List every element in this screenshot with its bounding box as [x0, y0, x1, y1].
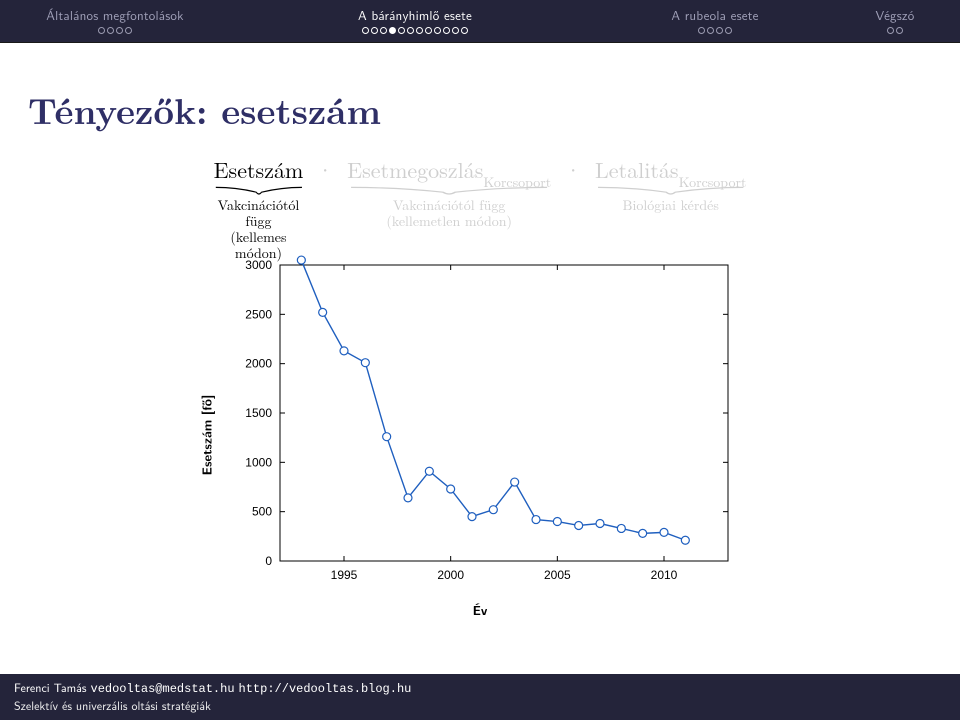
svg-text:1000: 1000 — [245, 456, 272, 470]
nav-section[interactable]: Végszó — [830, 4, 960, 40]
footer-url: http://vedooltas.blog.hu — [239, 682, 412, 696]
nav-dot[interactable] — [887, 27, 894, 34]
nav-header: Általános megfontolásokA bárányhimlő ese… — [0, 0, 960, 42]
nav-dots — [600, 27, 830, 34]
formula-term-esetszam: Esetszám Vakcinációtól függ (kellemes mó… — [214, 157, 304, 235]
cdot-1: · — [311, 154, 340, 185]
footer: Ferenci Tamás vedooltas@medstat.hu http:… — [0, 674, 960, 720]
nav-dot[interactable] — [452, 27, 459, 34]
nav-dots — [230, 27, 600, 34]
svg-text:2500: 2500 — [245, 308, 272, 322]
nav-dot[interactable] — [389, 27, 396, 34]
svg-text:0: 0 — [265, 554, 272, 568]
nav-dot[interactable] — [698, 27, 705, 34]
nav-dot[interactable] — [407, 27, 414, 34]
term1-under: Vakcinációtól függ (kellemes módon) — [214, 197, 304, 261]
term3-under: Biológiai kérdés — [595, 197, 746, 213]
term3-under-line1: Biológiai kérdés — [623, 195, 719, 215]
footer-line1: Ferenci Tamás vedooltas@medstat.hu http:… — [14, 679, 946, 697]
term1-top: Esetszám — [214, 157, 304, 183]
nav-dot[interactable] — [371, 27, 378, 34]
footer-author: Ferenci Tamás — [14, 678, 87, 696]
nav-dot[interactable] — [443, 27, 450, 34]
nav-dots — [0, 27, 230, 34]
term2-under: Vakcinációtól függ (kellemetlen módon) — [347, 197, 551, 229]
nav-section-title: Végszó — [830, 6, 960, 25]
term3-top: LetalitásKorcsoport — [595, 157, 746, 187]
nav-dot[interactable] — [362, 27, 369, 34]
header-divider — [0, 42, 960, 43]
svg-text:2000: 2000 — [437, 568, 464, 582]
nav-dot[interactable] — [116, 27, 123, 34]
cdot-2: · — [559, 154, 588, 185]
nav-dot[interactable] — [380, 27, 387, 34]
nav-dot[interactable] — [707, 27, 714, 34]
svg-text:500: 500 — [252, 505, 272, 519]
chart-ylabel: Esetszám [fő] — [197, 395, 216, 476]
nav-section[interactable]: A rubeola esete — [600, 4, 830, 40]
nav-dot[interactable] — [425, 27, 432, 34]
line-chart: 0 500 1000 1500 2000 2500 3000 1995 2000 2005 2010 — [220, 255, 740, 595]
formula-row: Esetszám Vakcinációtól függ (kellemes mó… — [0, 157, 960, 247]
page-title: Tényezők: esetszám — [0, 43, 960, 157]
chart-container: Esetszám [fő] 05001000150020002500300019… — [220, 255, 740, 615]
term3-main: Letalitás — [595, 154, 679, 185]
nav-dot[interactable] — [398, 27, 405, 34]
formula-term-letalitas: LetalitásKorcsoport Biológiai kérdés — [595, 157, 746, 239]
chart-xlabel: Év — [473, 600, 488, 619]
nav-dot[interactable] — [416, 27, 423, 34]
svg-text:2010: 2010 — [651, 568, 678, 582]
nav-dot[interactable] — [98, 27, 105, 34]
nav-section-title: A rubeola esete — [600, 6, 830, 25]
nav-dots — [830, 27, 960, 34]
nav-dot[interactable] — [125, 27, 132, 34]
svg-text:3000: 3000 — [245, 258, 272, 272]
footer-line2: Szelektív és univerzális oltási stratégi… — [14, 697, 946, 713]
term2-top: EsetmegoszlásKorcsoport — [347, 157, 551, 187]
svg-text:2005: 2005 — [544, 568, 571, 582]
svg-text:1995: 1995 — [331, 568, 358, 582]
nav-dot[interactable] — [107, 27, 114, 34]
formula-term-esetmegoszlas: EsetmegoszlásKorcsoport Vakcinációtól fü… — [347, 157, 551, 239]
footer-email: vedooltas@medstat.hu — [91, 682, 235, 696]
nav-dot[interactable] — [725, 27, 732, 34]
nav-section[interactable]: A bárányhimlő esete — [230, 4, 600, 40]
nav-dot[interactable] — [461, 27, 468, 34]
term2-under-line2: (kellemetlen módon) — [386, 211, 512, 231]
nav-sections: Általános megfontolásokA bárányhimlő ese… — [0, 0, 960, 40]
svg-text:2000: 2000 — [245, 357, 272, 371]
term2-main: Esetmegoszlás — [347, 154, 483, 185]
nav-dot[interactable] — [896, 27, 903, 34]
nav-dot[interactable] — [434, 27, 441, 34]
nav-section[interactable]: Általános megfontolások — [0, 4, 230, 40]
term1-under-line1: Vakcinációtól függ — [218, 195, 300, 231]
nav-section-title: Általános megfontolások — [0, 6, 230, 25]
nav-dot[interactable] — [716, 27, 723, 34]
svg-text:1500: 1500 — [245, 406, 272, 420]
nav-section-title: A bárányhimlő esete — [230, 6, 600, 25]
